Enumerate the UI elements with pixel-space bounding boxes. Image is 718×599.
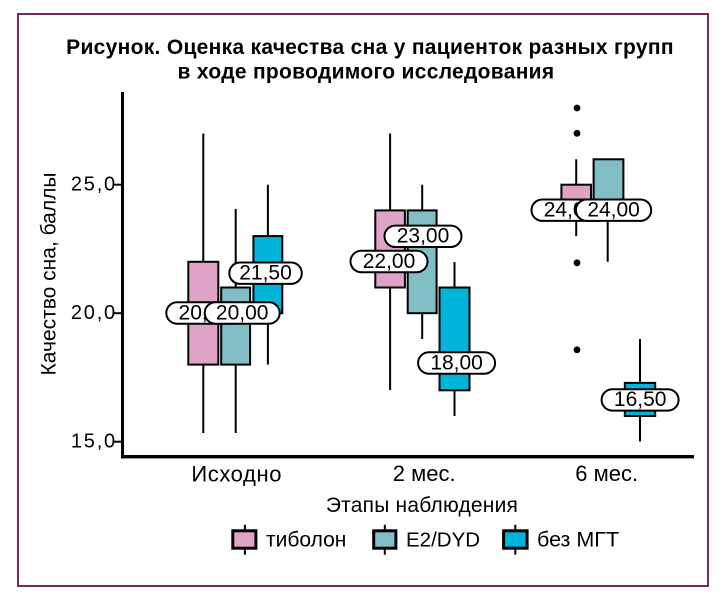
svg-text:Качество сна, баллы: Качество сна, баллы [37, 173, 60, 376]
svg-text:18,00: 18,00 [430, 351, 483, 374]
svg-text:Рисунок. Оценка качества сна у: Рисунок. Оценка качества сна у пациенток… [66, 36, 674, 59]
svg-text:без МГТ: без МГТ [537, 528, 619, 552]
svg-text:тиболон: тиболон [266, 529, 346, 552]
svg-text:24,00: 24,00 [587, 199, 640, 222]
svg-text:Исходно: Исходно [191, 462, 282, 487]
svg-text:16,50: 16,50 [614, 388, 667, 411]
svg-text:2 мес.: 2 мес. [393, 461, 456, 486]
svg-text:E2/DYD: E2/DYD [406, 529, 480, 552]
svg-text:в ходе проводимого исследовани: в ходе проводимого исследования [178, 61, 555, 84]
svg-text:25,0: 25,0 [71, 173, 117, 195]
svg-text:21,50: 21,50 [239, 262, 292, 285]
svg-text:6 мес.: 6 мес. [575, 461, 638, 486]
svg-text:23,00: 23,00 [397, 225, 450, 248]
svg-text:22,00: 22,00 [363, 250, 416, 273]
svg-text:20,0: 20,0 [71, 302, 117, 324]
svg-text:Этапы наблюдения: Этапы наблюдения [326, 494, 518, 517]
svg-text:15,0: 15,0 [71, 430, 117, 452]
svg-text:20,00: 20,00 [216, 302, 269, 325]
